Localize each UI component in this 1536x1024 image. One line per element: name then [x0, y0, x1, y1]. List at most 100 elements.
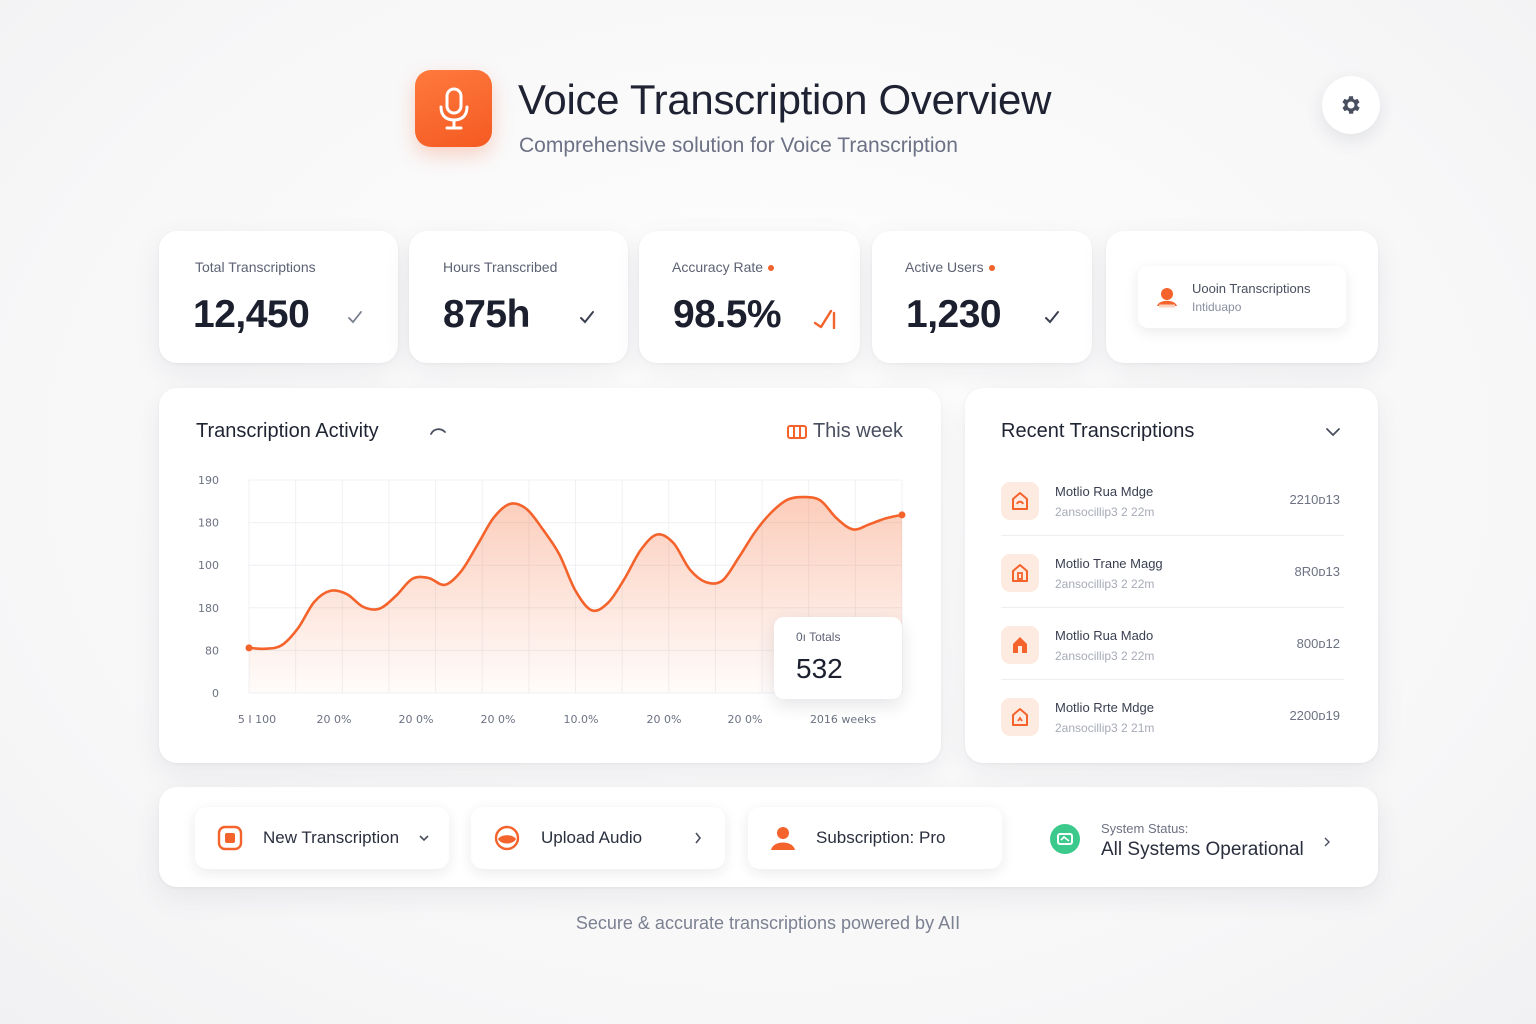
stat-value: 12,450	[193, 293, 310, 336]
recent-item-subtitle: 2ansocillip3 2 22m	[1055, 577, 1155, 591]
action-bar: New Transcription Upload Audio Subscript…	[159, 787, 1378, 887]
stat-card-accuracy-rate: Accuracy Rate 98.5%	[639, 231, 860, 363]
upload-cloud-icon	[494, 825, 520, 851]
status-icon	[1050, 824, 1080, 854]
recent-item-meta: 8R0ᴅ13	[1294, 564, 1340, 579]
settings-button[interactable]	[1322, 76, 1380, 134]
recent-item[interactable]: Motlio Rua Mado 2ansocillip3 2 22m 800ᴅ1…	[1001, 626, 1344, 698]
activity-card: Transcription Activity This week 0 80 180 1…	[159, 388, 941, 763]
recent-item-title: Motlio Rrte Mdge	[1055, 700, 1154, 715]
data-point-end	[898, 511, 906, 519]
x-tick-label: 20 0%	[647, 713, 682, 726]
stat-label: Hours Transcribed	[443, 259, 558, 275]
stat-card-total-transcriptions: Total Transcriptions 12,450	[159, 231, 398, 363]
user-headset-icon	[1157, 288, 1177, 308]
promo-card: Uooin Transcriptions Intiduapo	[1106, 231, 1378, 363]
check-icon	[1045, 311, 1059, 324]
new-transcription-label: New Transcription	[263, 828, 400, 847]
divider	[1001, 607, 1344, 608]
data-point-start	[245, 644, 253, 652]
chevron-down-icon	[419, 835, 429, 842]
divider	[1001, 679, 1344, 680]
trend-up-icon	[813, 309, 836, 329]
gear-icon	[1342, 96, 1360, 114]
app-logo	[415, 70, 492, 147]
recent-item-subtitle: 2ansocillip3 2 22m	[1055, 505, 1155, 519]
x-tick-label: 20 0%	[317, 713, 352, 726]
recent-item[interactable]: Motlio Rua Mdge 2ansocillip3 2 22m 2210ᴅ…	[1001, 482, 1344, 554]
stat-value: 875h	[443, 293, 530, 336]
recent-item-meta: 2200ᴅ19	[1289, 708, 1340, 723]
chevron-right-icon	[1324, 837, 1330, 847]
y-tick-label: 180	[198, 602, 219, 615]
upload-audio-button[interactable]: Upload Audio	[471, 807, 725, 869]
page-subtitle: Comprehensive solution for Voice Transcr…	[519, 134, 958, 157]
new-transcription-button[interactable]: New Transcription	[195, 807, 449, 869]
range-selector[interactable]: This week	[786, 420, 903, 443]
page-title: Voice Transcription Overview	[518, 76, 1052, 123]
x-tick-label: 20 0%	[728, 713, 763, 726]
activity-title: Transcription Activity	[196, 420, 379, 442]
home-icon	[1001, 626, 1039, 664]
stat-label: Total Transcriptions	[195, 259, 316, 275]
y-tick-label: 190	[198, 474, 219, 487]
recent-item-title: Motlio Rua Mdge	[1055, 484, 1154, 499]
recent-item-title: Motlio Rua Mado	[1055, 628, 1154, 643]
microphone-icon	[439, 87, 468, 129]
range-label: This week	[812, 420, 903, 442]
x-tick-label: 10.0%	[564, 713, 599, 726]
totals-value: 532	[796, 653, 843, 684]
footer-text: Secure & accurate transcriptions powered…	[575, 913, 961, 933]
stat-card-hours-transcribed: Hours Transcribed 875h	[409, 231, 628, 363]
x-tick-label: 2016 weeks	[810, 713, 876, 726]
x-tick-label: 5 I 100	[238, 713, 276, 726]
divider	[1001, 535, 1344, 536]
x-tick-label: 20 0%	[481, 713, 516, 726]
stat-value: 98.5%	[673, 293, 782, 336]
chevron-right-icon	[695, 832, 702, 844]
status-value: All Systems Operational	[1101, 839, 1304, 860]
recent-title: Recent Transcriptions	[1001, 420, 1195, 442]
calendar-icon	[786, 424, 807, 439]
subscription-button[interactable]: Subscription: Pro	[748, 807, 1002, 869]
totals-label: 0ı Totals	[796, 630, 841, 644]
recent-item-meta: 2210ᴅ13	[1289, 492, 1340, 507]
promo-title: Uooin Transcriptions	[1192, 280, 1311, 296]
y-tick-label: 80	[205, 644, 219, 657]
system-status[interactable]: System Status: All Systems Operational	[1049, 817, 1349, 867]
totals-tooltip: 0ı Totals 532	[774, 617, 902, 699]
promo-subtitle: Intiduapo	[1192, 299, 1242, 314]
recent-item[interactable]: Motlio Trane Magg 2ansocillip3 2 22m 8R0…	[1001, 554, 1344, 626]
promo-link[interactable]: Uooin Transcriptions Intiduapo	[1138, 266, 1346, 328]
document-icon	[1001, 554, 1039, 592]
stat-value: 1,230	[906, 293, 1002, 336]
upload-audio-label: Upload Audio	[541, 828, 643, 847]
stat-card-active-users: Active Users 1,230	[872, 231, 1092, 363]
y-tick-label: 0	[212, 687, 219, 700]
recent-card: Recent Transcriptions Motlio Rua Mdge 2a…	[965, 388, 1378, 763]
y-tick-label: 100	[198, 559, 219, 572]
chevron-down-icon[interactable]	[1325, 426, 1341, 438]
recent-item-subtitle: 2ansocillip3 2 21m	[1055, 721, 1155, 735]
x-tick-label: 20 0%	[399, 713, 434, 726]
recent-item-meta: 800ᴅ12	[1296, 636, 1340, 651]
user-icon	[771, 827, 795, 850]
home-icon	[1001, 698, 1039, 736]
record-icon	[217, 825, 243, 851]
stat-label: Active Users	[905, 259, 995, 275]
recent-item-subtitle: 2ansocillip3 2 22m	[1055, 649, 1155, 663]
audio-file-icon	[1001, 482, 1039, 520]
check-icon	[348, 311, 362, 324]
stat-label: Accuracy Rate	[672, 259, 775, 275]
series-line	[247, 495, 904, 651]
subscription-label: Subscription: Pro	[816, 828, 946, 847]
status-dot	[768, 265, 775, 272]
activity-chart: 0 80 180 100 180 190 5 I 100 20 0% 20 0% 20 0% 10.…	[198, 474, 906, 726]
status-dot	[988, 265, 995, 272]
recent-item[interactable]: Motlio Rrte Mdge 2ansocillip3 2 21m 2200…	[1001, 698, 1344, 770]
series-area	[249, 497, 902, 693]
check-icon	[580, 311, 594, 324]
recent-item-title: Motlio Trane Magg	[1055, 556, 1163, 571]
y-tick-label: 180	[198, 517, 219, 530]
refresh-icon[interactable]	[429, 426, 447, 438]
